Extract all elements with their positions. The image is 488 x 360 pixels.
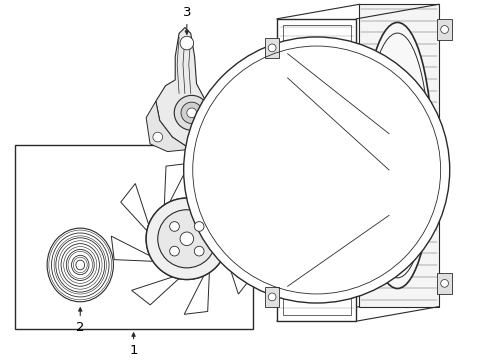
Polygon shape (163, 163, 189, 221)
Circle shape (186, 108, 196, 118)
Circle shape (153, 132, 163, 142)
Circle shape (180, 36, 193, 50)
Circle shape (194, 222, 203, 231)
Circle shape (158, 210, 216, 268)
Polygon shape (204, 216, 262, 242)
Circle shape (146, 198, 227, 279)
Circle shape (440, 279, 447, 287)
Circle shape (146, 198, 227, 279)
Bar (15, 145, 252, 329)
Circle shape (194, 246, 203, 256)
Circle shape (181, 102, 202, 123)
Polygon shape (183, 173, 242, 210)
Text: 4: 4 (241, 174, 270, 187)
Text: 2: 2 (76, 308, 84, 334)
Circle shape (183, 37, 449, 303)
Bar (436, 273, 451, 294)
Circle shape (268, 44, 275, 52)
Polygon shape (111, 236, 169, 262)
Polygon shape (156, 28, 216, 147)
Circle shape (194, 222, 203, 231)
Circle shape (180, 232, 193, 246)
Circle shape (169, 246, 179, 256)
Ellipse shape (362, 22, 431, 288)
Polygon shape (276, 19, 356, 321)
Bar (436, 19, 451, 40)
Circle shape (158, 210, 216, 268)
Circle shape (169, 222, 179, 231)
Polygon shape (131, 267, 190, 305)
Polygon shape (359, 4, 438, 307)
Polygon shape (121, 184, 158, 243)
Circle shape (268, 293, 275, 301)
Polygon shape (146, 101, 186, 152)
Circle shape (169, 222, 179, 231)
Circle shape (180, 232, 193, 246)
Text: 3: 3 (182, 6, 191, 34)
Circle shape (440, 26, 447, 33)
Text: 1: 1 (129, 333, 138, 357)
Circle shape (169, 246, 179, 256)
Polygon shape (184, 256, 210, 314)
Bar (265, 38, 278, 58)
Circle shape (174, 95, 209, 130)
Bar (265, 287, 278, 307)
Circle shape (194, 246, 203, 256)
Polygon shape (215, 235, 252, 294)
